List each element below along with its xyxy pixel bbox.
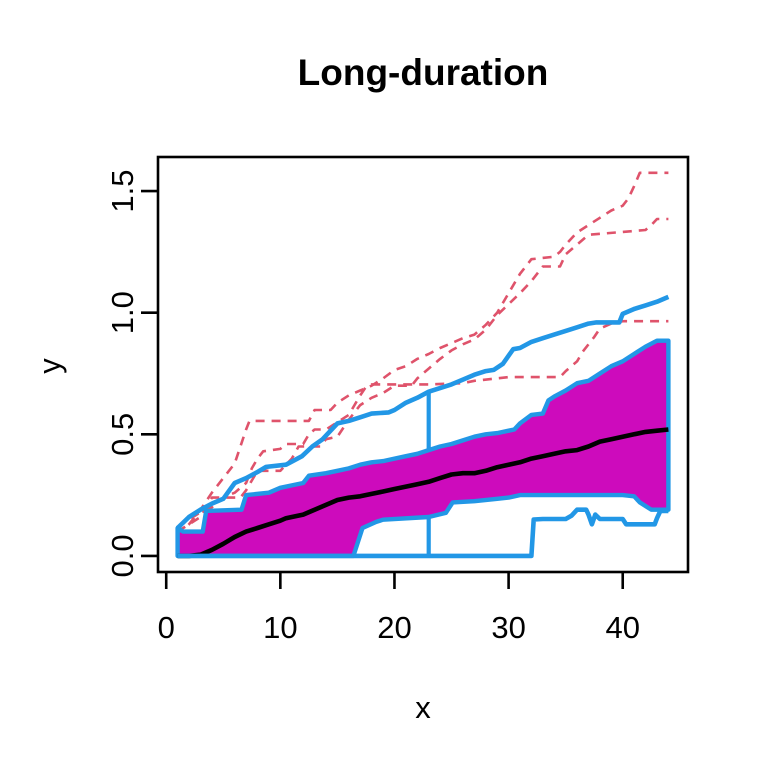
outlier-curve-2 — [176, 217, 669, 533]
x-tick-label: 30 — [491, 610, 525, 645]
chart-title: Long-duration — [297, 52, 549, 93]
x-axis-label: x — [415, 690, 431, 725]
y-tick-label: 1.5 — [105, 170, 140, 213]
y-tick-label: 1.0 — [105, 291, 140, 334]
upper-fence — [176, 294, 670, 530]
y-tick-label: 0.0 — [105, 534, 140, 577]
central-region — [175, 338, 671, 559]
x-tick-label: 0 — [158, 610, 175, 645]
outlier-curve-1 — [176, 171, 669, 538]
y-tick-label: 0.5 — [105, 413, 140, 456]
x-tick-label: 10 — [263, 610, 297, 645]
median-curve — [177, 427, 669, 559]
x-tick-label: 40 — [605, 610, 639, 645]
x-tick-label: 20 — [377, 610, 411, 645]
lower-fence — [177, 507, 669, 559]
plot-frame — [156, 155, 690, 574]
